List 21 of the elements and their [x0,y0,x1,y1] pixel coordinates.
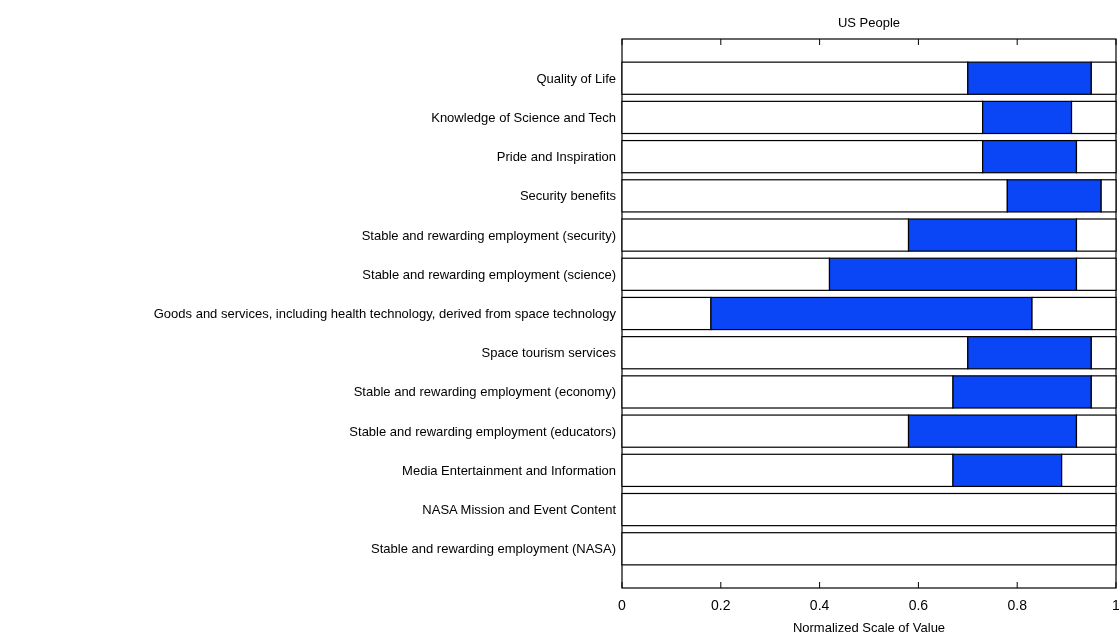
x-tick-label: 1 [1112,597,1119,613]
x-tick-label: 0.6 [908,597,929,613]
chart-title: US People [837,15,901,30]
y-tick-label: Knowledge of Science and Tech [431,109,616,125]
y-tick-label: Pride and Inspiration [496,149,616,165]
y-tick-label: Quality of Life [536,70,616,86]
y-tick-label: Space tourism services [481,345,617,361]
y-tick-label: Security benefits [519,188,617,204]
x-tick-label: 0 [618,597,627,613]
y-tick-label: Media Entertainment and Information [402,462,616,478]
x-tick-label: 0.2 [711,597,731,613]
y-tick-label: NASA Mission and Event Content [422,502,617,518]
y-tick-label: Stable and rewarding employment (economy) [353,384,616,400]
y-tick-label: Stable and rewarding employment (educators) [349,423,616,439]
x-axis-title: Normalized Scale of Value [792,620,946,635]
x-tick-label: 0.8 [1007,597,1028,613]
y-tick-label: Stable and rewarding employment (science) [362,266,616,282]
y-tick-label: Goods and services, including health technology, derived from space technology [153,306,617,322]
y-tick-label: Stable and rewarding employment (security) [361,227,616,243]
x-tick-label: 0.4 [809,597,830,613]
y-tick-label: Stable and rewarding employment (NASA) [371,541,616,557]
